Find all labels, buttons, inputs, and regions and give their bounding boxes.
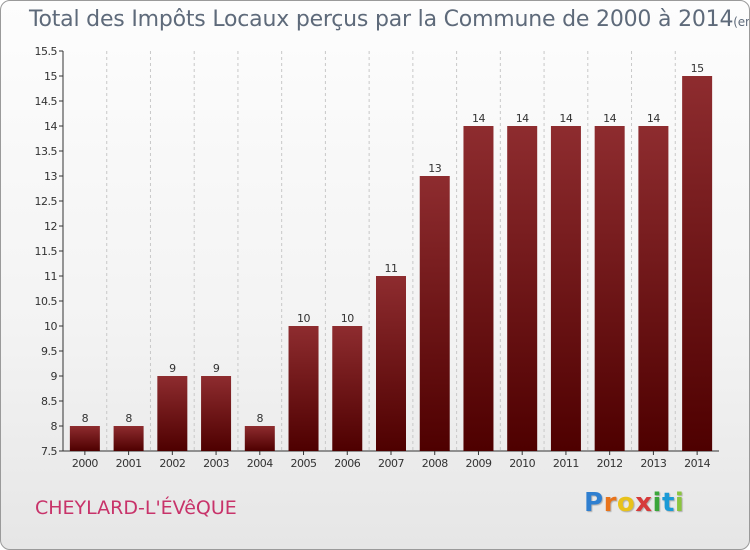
- bar-2005: [288, 326, 319, 451]
- commune-name: CHEYLARD-L'ÉVêQUE: [35, 497, 237, 519]
- bar-2004: [244, 426, 275, 451]
- bar-value-label: 8: [125, 412, 132, 425]
- y-tick-label: 14: [44, 120, 57, 133]
- y-tick-label: 9: [51, 370, 58, 383]
- y-tick-label: 12.5: [35, 195, 58, 208]
- logo-letter: i: [652, 488, 662, 518]
- y-tick-label: 10.5: [35, 295, 58, 308]
- bar-2007: [376, 276, 406, 451]
- y-tick-label: 12: [44, 220, 57, 233]
- x-tick-label: 2011: [553, 457, 579, 470]
- bar-2006: [332, 326, 363, 451]
- y-tick-label: 8: [51, 420, 58, 433]
- logo-letter: t: [661, 488, 675, 518]
- logo-letter: P: [584, 488, 604, 518]
- x-tick-label: 2008: [422, 457, 448, 470]
- logo-letter: o: [616, 488, 636, 518]
- bar-value-label: 10: [341, 312, 354, 325]
- y-tick-label: 10: [44, 320, 57, 333]
- y-tick-label: 13.5: [35, 145, 58, 158]
- bar-value-label: 10: [297, 312, 310, 325]
- bar-2013: [638, 126, 669, 451]
- y-tick-label: 14.5: [35, 95, 58, 108]
- x-tick-label: 2007: [378, 457, 404, 470]
- x-tick-label: 2010: [509, 457, 535, 470]
- bar-value-label: 8: [257, 412, 264, 425]
- y-tick-label: 13: [44, 170, 57, 183]
- bar-2011: [550, 126, 581, 451]
- chart-title: Total des Impôts Locaux perçus par la Co…: [29, 7, 749, 32]
- bar-value-label: 14: [603, 112, 616, 125]
- y-tick-label: 11.5: [35, 245, 58, 258]
- bar-value-label: 9: [213, 362, 220, 375]
- bar-value-label: 8: [82, 412, 89, 425]
- bar-2002: [157, 376, 188, 451]
- bar-value-label: 14: [472, 112, 485, 125]
- bar-2001: [113, 426, 144, 451]
- x-tick-label: 2013: [640, 457, 666, 470]
- logo-letter: i: [674, 488, 685, 518]
- bar-value-label: 14: [559, 112, 572, 125]
- bar-2008: [419, 176, 450, 451]
- y-tick-label: 9.5: [41, 345, 57, 358]
- bar-value-label: 14: [516, 112, 529, 125]
- bar-2010: [507, 126, 538, 451]
- chart-title-unit: (en milliers d'€): [733, 15, 749, 29]
- chart-title-main: Total des Impôts Locaux perçus par la Co…: [29, 7, 734, 32]
- bar-value-label: 13: [428, 162, 441, 175]
- bar-2009: [463, 126, 494, 451]
- bar-value-label: 15: [691, 62, 704, 75]
- bar-value-label: 11: [385, 262, 398, 275]
- x-tick-label: 2014: [684, 457, 710, 470]
- x-tick-label: 2004: [247, 457, 273, 470]
- bar-2012: [594, 126, 625, 451]
- bar-value-label: 14: [647, 112, 660, 125]
- y-tick-label: 11: [44, 270, 57, 283]
- y-tick-label: 15: [44, 70, 57, 83]
- x-tick-label: 2001: [116, 457, 142, 470]
- x-tick-label: 2012: [597, 457, 623, 470]
- y-tick-label: 8.5: [41, 395, 57, 408]
- x-tick-label: 2006: [334, 457, 360, 470]
- y-tick-label: 7.5: [41, 445, 57, 458]
- bar-2000: [69, 426, 100, 451]
- x-tick-label: 2002: [159, 457, 185, 470]
- bar-value-label: 9: [169, 362, 176, 375]
- y-tick-label: 15.5: [35, 45, 58, 58]
- proxiti-logo: Proxiti: [584, 488, 684, 518]
- x-tick-label: 2005: [291, 457, 317, 470]
- logo-letter: x: [635, 488, 653, 518]
- x-tick-label: 2009: [465, 457, 491, 470]
- logo-letter: r: [603, 488, 617, 518]
- x-tick-label: 2003: [203, 457, 229, 470]
- bar-2003: [201, 376, 232, 451]
- bar-2014: [682, 76, 713, 451]
- x-tick-label: 2000: [72, 457, 98, 470]
